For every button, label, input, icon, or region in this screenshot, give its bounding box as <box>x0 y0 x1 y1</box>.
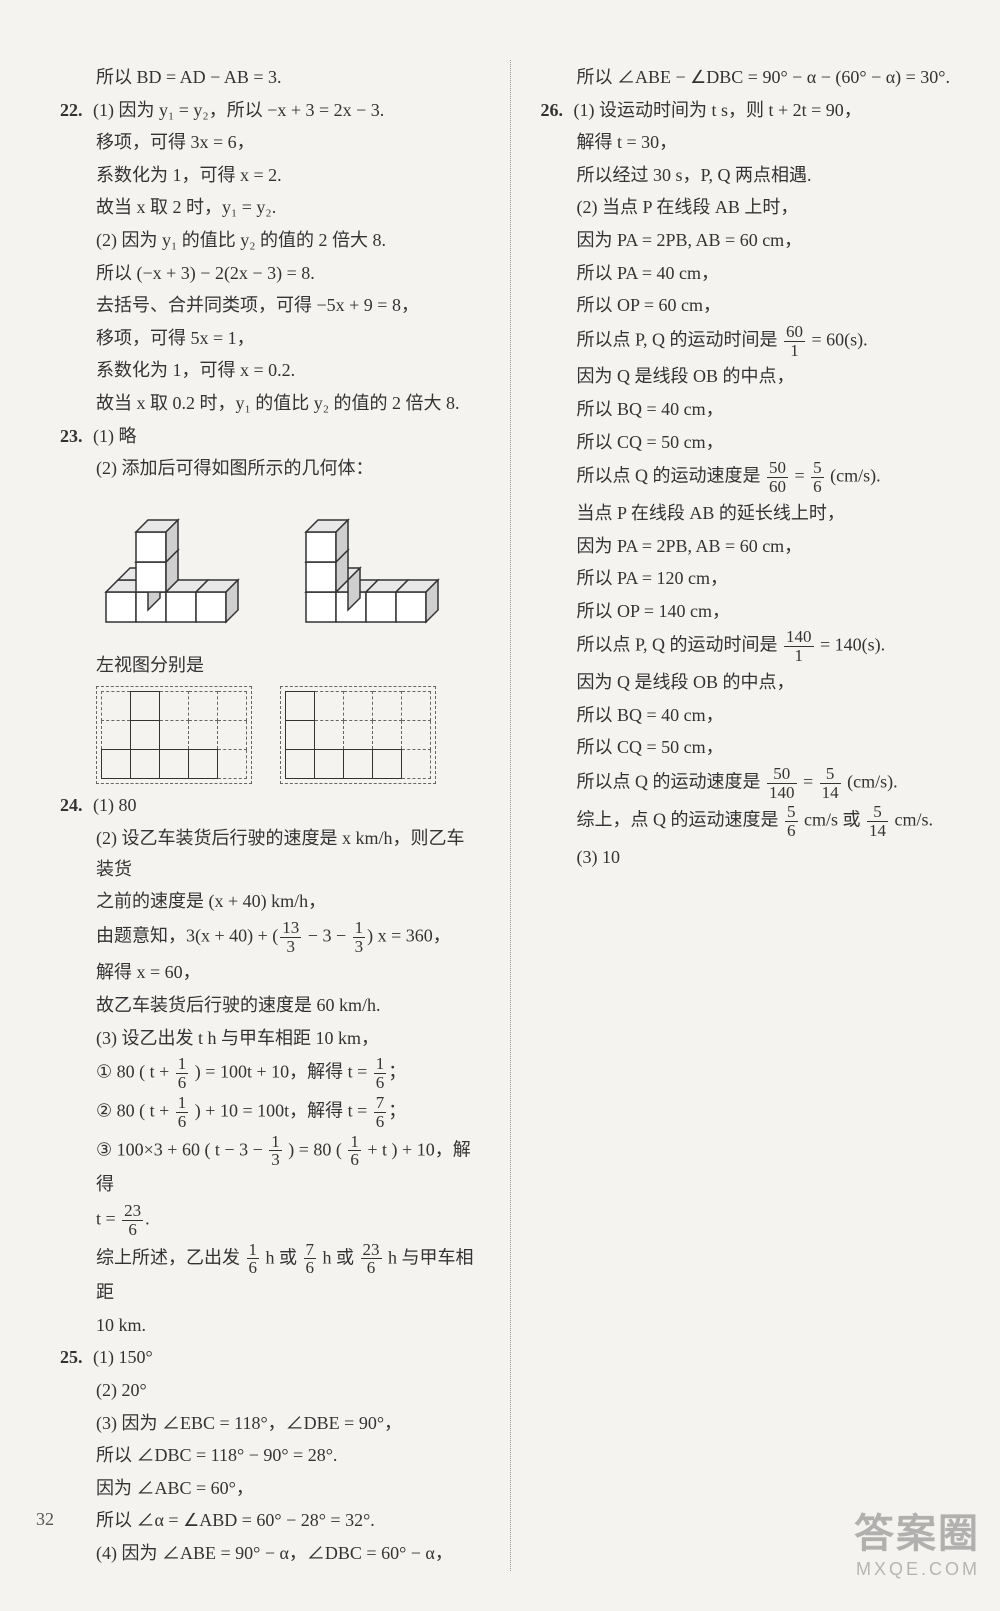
text-line: 所以点 Q 的运动速度是 5060 = 56 (cm/s). <box>541 459 961 496</box>
cube-figure-right <box>296 492 456 642</box>
text-line: 综上，点 Q 的运动速度是 56 cm/s 或 514 cm/s. <box>541 803 961 840</box>
question-number: 24. <box>60 795 83 815</box>
text-line: ② 80 ( t + 16 ) + 10 = 100t，解得 t = 76； <box>60 1094 480 1131</box>
text-line: 由题意知，3(x + 40) + (133 − 3 − 13) x = 360， <box>60 919 480 956</box>
column-divider <box>510 60 511 1571</box>
grid-right <box>280 686 436 784</box>
text-line: 所以 ∠DBC = 118° − 90° = 28°. <box>60 1440 480 1471</box>
text-line: (2) 设乙车装货后行驶的速度是 x km/h，则乙车装货 <box>60 823 480 884</box>
text-line: 因为 ∠ABC = 60°， <box>60 1473 480 1504</box>
text-line: 所以 BQ = 40 cm， <box>541 700 961 731</box>
left-column: 所以 BD = AD − AB = 3. 22. (1) 因为 y₁ = y₂，… <box>60 60 480 1571</box>
q26: 26. (1) 设运动时间为 t s，则 t + 2t = 90， <box>541 95 961 126</box>
right-column: 所以 ∠ABE − ∠DBC = 90° − α − (60° − α) = 3… <box>541 60 961 1571</box>
text-line: 故当 x 取 2 时，y₁ = y₂. <box>60 192 480 223</box>
q25: 25. (1) 150° <box>60 1342 480 1373</box>
q24: 24. (1) 80 <box>60 790 480 821</box>
text-line: 所以点 P, Q 的运动时间是 601 = 60(s). <box>541 323 961 360</box>
text: (1) 80 <box>93 795 137 815</box>
text-line: (3) 10 <box>541 842 961 873</box>
text-line: 解得 t = 30， <box>541 127 961 158</box>
q23: 23. (1) 略 <box>60 421 480 452</box>
text-line: 移项，可得 3x = 6， <box>60 127 480 158</box>
text-line: 所以 (−x + 3) − 2(2x − 3) = 8. <box>60 258 480 289</box>
left-view-grids <box>96 686 480 784</box>
cube-figure-left <box>96 492 256 642</box>
text-line: 之前的速度是 (x + 40) km/h， <box>60 886 480 917</box>
text-line: 移项，可得 5x = 1， <box>60 323 480 354</box>
text: (1) 略 <box>93 426 137 446</box>
text-line: 因为 Q 是线段 OB 的中点， <box>541 667 961 698</box>
text: (1) 150° <box>93 1347 153 1367</box>
watermark-title: 答案圈 <box>854 1501 980 1559</box>
cubes-figure-row <box>96 492 480 642</box>
text-line: 因为 Q 是线段 OB 的中点， <box>541 361 961 392</box>
text-line: (3) 设乙出发 t h 与甲车相距 10 km， <box>60 1023 480 1054</box>
text-line: 解得 x = 60， <box>60 957 480 988</box>
text-line: 左视图分别是 <box>60 650 480 681</box>
text-line: t = 236. <box>60 1202 480 1239</box>
text-line: 所以 ∠α = ∠ABD = 60° − 28° = 32°. <box>60 1505 480 1536</box>
page-number: 32 <box>36 1509 54 1530</box>
watermark-url: MXQE.COM <box>854 1559 980 1580</box>
text-line: (2) 当点 P 在线段 AB 上时， <box>541 192 961 223</box>
text-line: 所以点 P, Q 的运动时间是 1401 = 140(s). <box>541 628 961 665</box>
text-line: ③ 100×3 + 60 ( t − 3 − 13 ) = 80 ( 16 + … <box>60 1133 480 1200</box>
text-line: (2) 添加后可得如图所示的几何体： <box>60 453 480 484</box>
text-line: 故乙车装货后行驶的速度是 60 km/h. <box>60 990 480 1021</box>
text-line: 所以 BQ = 40 cm， <box>541 394 961 425</box>
question-number: 22. <box>60 100 83 120</box>
text-line: 系数化为 1，可得 x = 2. <box>60 160 480 191</box>
text-line: 系数化为 1，可得 x = 0.2. <box>60 355 480 386</box>
text-line: 所以 PA = 40 cm， <box>541 258 961 289</box>
text-line: 去括号、合并同类项，可得 −5x + 9 = 8， <box>60 290 480 321</box>
text-line: (2) 20° <box>60 1375 480 1406</box>
text-line: 所以 CQ = 50 cm， <box>541 427 961 458</box>
question-number: 25. <box>60 1347 83 1367</box>
text-line: 当点 P 在线段 AB 的延长线上时， <box>541 498 961 529</box>
text-line: 所以 BD = AD − AB = 3. <box>60 62 480 93</box>
text-line: 所以 ∠ABE − ∠DBC = 90° − α − (60° − α) = 3… <box>541 62 961 93</box>
text-line: 故当 x 取 0.2 时，y₁ 的值比 y₂ 的值的 2 倍大 8. <box>60 388 480 419</box>
text-line: 所以 OP = 60 cm， <box>541 290 961 321</box>
text-line: (3) 因为 ∠EBC = 118°，∠DBE = 90°， <box>60 1408 480 1439</box>
text-line: 所以 PA = 120 cm， <box>541 563 961 594</box>
text-line: (2) 因为 y₁ 的值比 y₂ 的值的 2 倍大 8. <box>60 225 480 256</box>
text-line: 所以 CQ = 50 cm， <box>541 732 961 763</box>
text-line: 所以经过 30 s，P, Q 两点相遇. <box>541 160 961 191</box>
text-line: ① 80 ( t + 16 ) = 100t + 10，解得 t = 16； <box>60 1055 480 1092</box>
question-number: 23. <box>60 426 83 446</box>
text-line: (4) 因为 ∠ABE = 90° − α，∠DBC = 60° − α， <box>60 1538 480 1569</box>
text-line: 因为 PA = 2PB, AB = 60 cm， <box>541 225 961 256</box>
text: (1) 因为 y₁ = y₂，所以 −x + 3 = 2x − 3. <box>93 100 384 120</box>
text-line: 所以 OP = 140 cm， <box>541 596 961 627</box>
text-line: 综上所述，乙出发 16 h 或 76 h 或 236 h 与甲车相距 <box>60 1241 480 1308</box>
page: 所以 BD = AD − AB = 3. 22. (1) 因为 y₁ = y₂，… <box>0 0 1000 1611</box>
grid-left <box>96 686 252 784</box>
text-line: 因为 PA = 2PB, AB = 60 cm， <box>541 531 961 562</box>
question-number: 26. <box>541 100 564 120</box>
watermark: 答案圈 MXQE.COM <box>854 1501 980 1580</box>
text-line: 10 km. <box>60 1310 480 1341</box>
text-line: 所以点 Q 的运动速度是 50140 = 514 (cm/s). <box>541 765 961 802</box>
q22: 22. (1) 因为 y₁ = y₂，所以 −x + 3 = 2x − 3. <box>60 95 480 126</box>
text: (1) 设运动时间为 t s，则 t + 2t = 90， <box>574 100 862 120</box>
